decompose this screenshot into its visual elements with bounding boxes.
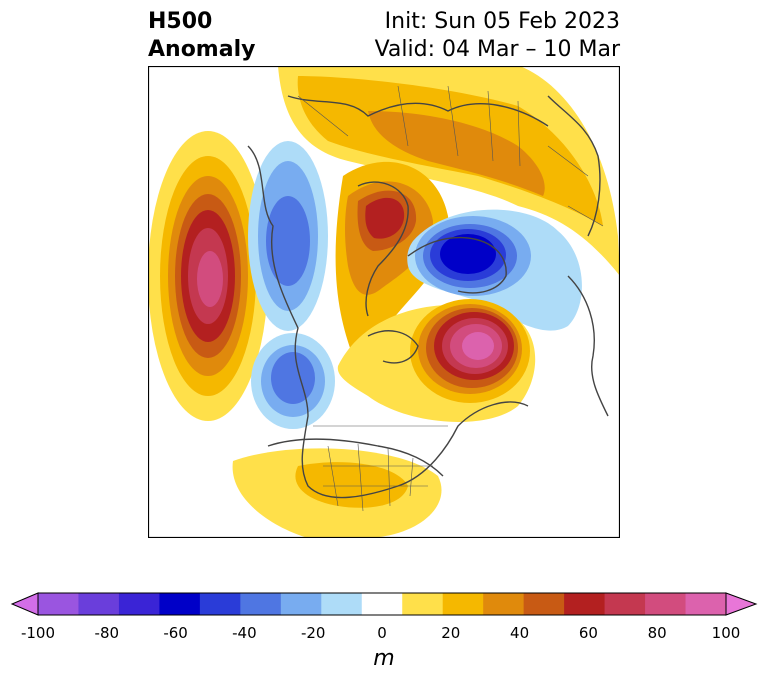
arctic-low xyxy=(407,209,582,331)
colorbar-cell xyxy=(523,593,565,615)
political-borders xyxy=(297,85,604,512)
coastlines xyxy=(247,95,609,499)
colorbar-cell xyxy=(240,593,282,615)
valid-date-range: Valid: 04 Mar – 10 Mar xyxy=(374,37,620,62)
western-canada-trough xyxy=(248,141,328,331)
colorbar-unit: m xyxy=(373,646,395,671)
colorbar-extend-high xyxy=(725,592,758,616)
init-date: Init: Sun 05 Feb 2023 xyxy=(384,9,620,34)
colorbar-cell xyxy=(685,593,727,615)
colorbar-tick-label: -100 xyxy=(20,624,56,642)
pacific-ridge xyxy=(148,131,268,421)
colorbar-cell xyxy=(402,593,444,615)
colorbar-extend-low xyxy=(10,592,39,616)
colorbar-cell xyxy=(483,593,525,615)
map-title: H500 Anomaly xyxy=(148,8,255,64)
colorbar-cell xyxy=(78,593,120,615)
title-line-1: H500 xyxy=(148,9,213,34)
colorbar-tick-label: 20 xyxy=(441,624,461,642)
colorbar-tick-label: 100 xyxy=(711,624,741,642)
colorbar-cell xyxy=(442,593,484,615)
map-frame xyxy=(148,66,620,538)
colorbar-cell xyxy=(159,593,201,615)
anomaly-map xyxy=(148,66,620,538)
colorbar-cells xyxy=(38,593,727,615)
colorbar-cell xyxy=(645,593,687,615)
colorbar-cell xyxy=(280,593,322,615)
colorbar-tick-label: 60 xyxy=(578,624,598,642)
map-dates: Init: Sun 05 Feb 2023 Valid: 04 Mar – 10… xyxy=(375,8,620,64)
colorbar-cell xyxy=(38,593,79,615)
colorbar-cell xyxy=(361,593,403,615)
colorbar-cell xyxy=(564,593,606,615)
alaska-trough xyxy=(251,333,335,429)
colorbar-cell xyxy=(118,593,160,615)
southern-us-ridge xyxy=(232,448,442,538)
colorbar-tick-label: 0 xyxy=(377,624,387,642)
north-atlantic-ridge xyxy=(337,299,536,423)
colorbar-tick-label: 80 xyxy=(647,624,667,642)
colorbar-tick-label: 40 xyxy=(510,624,530,642)
colorbar-cell xyxy=(321,593,363,615)
colorbar-tick-label: -80 xyxy=(94,624,120,642)
colorbar-tick-label: -20 xyxy=(300,624,326,642)
colorbar xyxy=(10,592,758,616)
colorbar-cell xyxy=(604,593,646,615)
colorbar-tick-label: -60 xyxy=(163,624,188,642)
colorbar-tick-label: -40 xyxy=(232,624,257,642)
colorbar-cell xyxy=(199,593,241,615)
title-line-2: Anomaly xyxy=(148,37,256,62)
colorbar-frame xyxy=(37,592,727,616)
